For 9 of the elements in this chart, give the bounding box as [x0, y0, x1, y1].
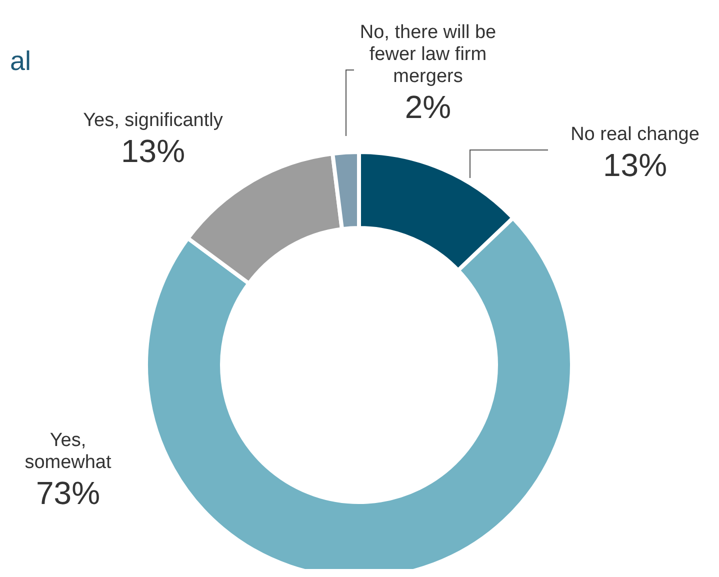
text: al: [10, 46, 32, 76]
slice-label: No, there will be fewer law firm mergers: [360, 22, 496, 87]
slice-label: Yes, somewhat: [24, 430, 112, 473]
data-label: 13%: [602, 147, 668, 183]
data-label: 73%: [36, 475, 100, 511]
slice-label: No real change: [570, 124, 700, 145]
data-label: 13%: [120, 133, 186, 169]
slice-label: Yes, significantly: [83, 110, 224, 131]
data-label: 2%: [404, 89, 452, 125]
